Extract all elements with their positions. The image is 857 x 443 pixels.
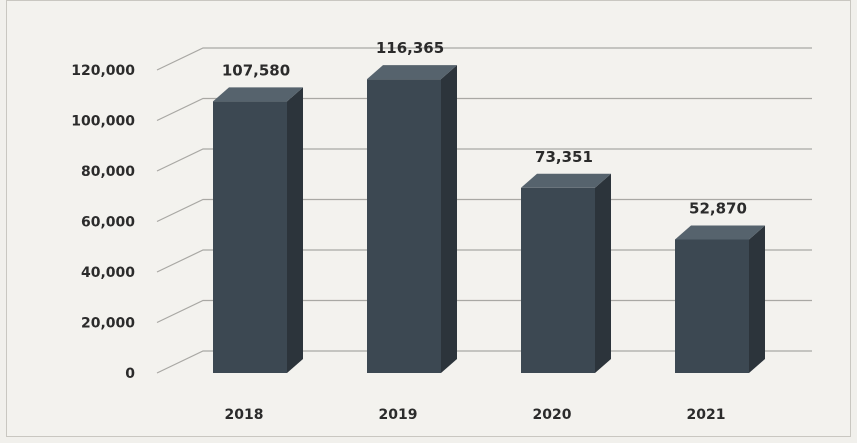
- gridline: [156, 148, 812, 172]
- gridlines: [156, 47, 812, 374]
- y-tick-label: 120,000: [71, 63, 135, 79]
- x-tick-label: 2020: [533, 407, 572, 423]
- bar-side: [749, 225, 765, 373]
- bar: [675, 225, 765, 373]
- y-tick-label: 0: [125, 366, 135, 382]
- bars: [213, 65, 765, 373]
- data-labels: 107,580 116,365 73,351 52,870: [222, 39, 747, 217]
- bar-side: [441, 65, 457, 373]
- bar-chart: 020,00040,00060,00080,000100,000120,000 …: [71, 39, 812, 423]
- y-tick-label: 40,000: [81, 265, 135, 281]
- data-label: 73,351: [535, 148, 593, 166]
- bar-side: [595, 173, 611, 373]
- gridline: [156, 97, 812, 122]
- y-tick-label: 100,000: [71, 114, 135, 130]
- chart-frame: 0 20,000 40,000 60,000 80,000 100,000 120,000 …: [6, 0, 851, 437]
- bar: [367, 65, 457, 373]
- data-label: 52,870: [689, 200, 747, 218]
- data-label: 107,580: [222, 61, 290, 79]
- y-tick-label: 80,000: [81, 164, 135, 180]
- bar-front: [213, 101, 287, 373]
- gridline: [156, 47, 812, 71]
- x-axis-ticks: 2018 2019 2020 2021: [225, 407, 726, 423]
- bar: [213, 87, 303, 373]
- bar-top: [521, 173, 611, 188]
- y-axis-ticks: 0 20,000 40,000 60,000 80,000 100,000 120,000: [71, 63, 135, 382]
- bar-top: [367, 65, 457, 80]
- y-tick-label: 20,000: [81, 316, 135, 332]
- y-tick-label: 60,000: [81, 215, 135, 231]
- bar-top: [213, 87, 303, 102]
- bar-side: [287, 87, 303, 373]
- x-tick-label: 2018: [225, 407, 264, 423]
- bar-front: [367, 79, 441, 373]
- bar: [521, 173, 611, 373]
- bar-front: [675, 239, 749, 373]
- x-tick-label: 2019: [379, 407, 418, 423]
- x-tick-label: 2021: [687, 407, 726, 423]
- bar-front: [521, 187, 595, 373]
- bar-top: [675, 225, 765, 240]
- data-label: 116,365: [376, 39, 444, 57]
